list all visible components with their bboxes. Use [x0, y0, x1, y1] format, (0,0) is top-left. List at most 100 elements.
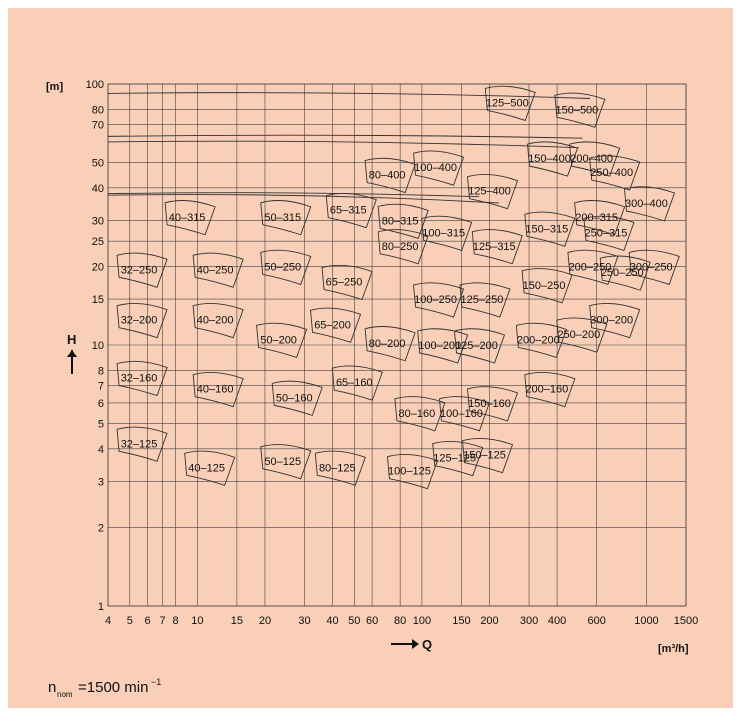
pump-range-50–125: [260, 444, 312, 480]
y-tick-label-8: 8: [98, 365, 104, 377]
pump-range-80–250: [377, 229, 429, 265]
curve-label-300–250: 300–250: [630, 261, 673, 273]
x-tick-label-100: 100: [413, 615, 431, 627]
pump-range-40–125: [184, 450, 236, 486]
pump-range-100–160: [438, 396, 491, 432]
pump-range-65–250: [321, 264, 373, 301]
curve-label-125–315: 125–315: [473, 241, 516, 253]
y-tick-label-100: 100: [86, 79, 104, 91]
curve-label-125–125: 125–125: [433, 453, 476, 465]
curve-label-250–315: 250–315: [585, 227, 628, 239]
plot-frame: [107, 83, 687, 607]
pump-range-50–160: [271, 380, 323, 416]
curve-label-100–250: 100–250: [414, 294, 457, 306]
pump-range-65–200: [310, 307, 362, 343]
curve-label-200–400: 200–400: [570, 153, 613, 165]
pump-range-40–200: [192, 303, 244, 339]
y-tick-label-1: 1: [98, 601, 104, 613]
curve-label-300–200: 300–200: [590, 315, 633, 327]
pump-range-250–400: [589, 155, 641, 191]
pump-range-50–200: [256, 322, 308, 359]
curve-label-40–125: 40–125: [188, 462, 225, 474]
curve-label-150–160: 150–160: [468, 398, 511, 410]
curve-label-32–200: 32–200: [121, 315, 158, 327]
pump-range-125–500: [484, 85, 536, 121]
x-tick-label-200: 200: [480, 615, 498, 627]
curve-label-125–500: 125–500: [486, 97, 529, 109]
y-tick-label-30: 30: [92, 215, 104, 227]
curve-label-100–125: 100–125: [388, 466, 431, 478]
x-tick-label-4: 4: [105, 615, 111, 627]
pump-range-40–160: [192, 372, 244, 408]
y-tick-label-10: 10: [92, 340, 104, 352]
curve-label-32–160: 32–160: [121, 373, 158, 385]
curve-label-50–200: 50–200: [260, 334, 297, 346]
curve-label-125–250: 125–250: [460, 294, 503, 306]
pump-range-32–160: [116, 360, 168, 397]
y-tick-label-7: 7: [98, 380, 104, 392]
x-tick-label-60: 60: [366, 615, 378, 627]
y-tick-label-25: 25: [92, 236, 104, 248]
x-tick-label-40: 40: [326, 615, 338, 627]
pump-range-150–250: [521, 268, 573, 304]
curve-label-80–125: 80–125: [319, 462, 356, 474]
footnote: n nom =1500 min −1: [48, 677, 161, 699]
curve-label-100–315: 100–315: [422, 227, 465, 239]
x-tick-label-5: 5: [127, 615, 133, 627]
curve-label-32–125: 32–125: [121, 438, 158, 450]
x-tick-label-150: 150: [452, 615, 470, 627]
pump-range-250–250: [599, 255, 651, 291]
x-tick-label-10: 10: [191, 615, 203, 627]
curve-label-200–315: 200–315: [575, 212, 618, 224]
pump-range-125–200: [453, 328, 506, 364]
x-axis-name-text: Q: [422, 637, 432, 652]
y-tick-label-3: 3: [98, 476, 104, 488]
curve-label-50–125: 50–125: [264, 456, 301, 468]
curve-label-65–160: 65–160: [336, 377, 373, 389]
y-tick-label-6: 6: [98, 398, 104, 410]
pump-range-125–125: [432, 440, 484, 477]
chart-panel: 4 5 6 7 8 10 15 20 30 40 50 60 80 100 150 200 300 400 600 1…: [8, 8, 733, 708]
pump-range-200–250: [567, 249, 619, 285]
head-line-1: [107, 134, 583, 139]
curve-label-125–200: 125–200: [455, 340, 498, 352]
curve-label-32–250: 32–250: [121, 264, 158, 276]
pump-range-100–200: [417, 328, 469, 364]
curve-label-250–250: 250–250: [601, 267, 644, 279]
curve-label-40–160: 40–160: [197, 384, 234, 396]
footnote-value: =1500 min: [78, 679, 148, 696]
pump-range-125–315: [471, 229, 523, 265]
y-axis-name-text: H: [67, 332, 76, 347]
pump-range-65–160: [331, 365, 383, 401]
pump-range-150–400: [527, 141, 579, 177]
curve-label-80–400: 80–400: [369, 170, 406, 182]
pump-range-32–125: [116, 426, 168, 462]
pump-range-125–250: [459, 282, 511, 318]
pump-range-50–250: [260, 249, 312, 285]
pump-range-150–160: [467, 386, 519, 422]
x-tick-label-15: 15: [231, 615, 243, 627]
pump-range-100–315: [421, 215, 473, 251]
chart-svg: 4 5 6 7 8 10 15 20 30 40 50 60 80 100 150 200 300 400 600 1…: [46, 79, 698, 699]
curve-label-40–200: 40–200: [197, 315, 234, 327]
x-tick-label-600: 600: [587, 615, 605, 627]
curve-label-50–160: 50–160: [276, 392, 313, 404]
y-tick-label-20: 20: [92, 261, 104, 273]
curve-label-125–400: 125–400: [468, 186, 511, 198]
curve-label-50–250: 50–250: [264, 261, 301, 273]
footnote-n: n: [48, 679, 56, 696]
x-tick-label-1000: 1000: [634, 615, 658, 627]
pump-range-50–315: [260, 200, 312, 236]
pump-range-125–400: [467, 174, 519, 210]
curve-label-100–160: 100–160: [440, 408, 483, 420]
x-ticks: 4 5 6 7 8 10 15 20 30 40 50 60 80 100 150 200 300 400 600 1…: [105, 615, 698, 627]
pump-range-32–200: [116, 303, 168, 339]
x-tick-label-1500: 1500: [674, 615, 698, 627]
y-tick-label-50: 50: [92, 158, 104, 170]
pump-range-80–160: [394, 396, 446, 432]
pump-range-250–315: [583, 215, 635, 251]
x-tick-label-6: 6: [144, 615, 150, 627]
pump-range-150–125: [462, 437, 514, 474]
curve-label-50–315: 50–315: [264, 212, 301, 224]
curve-label-40–250: 40–250: [197, 264, 234, 276]
